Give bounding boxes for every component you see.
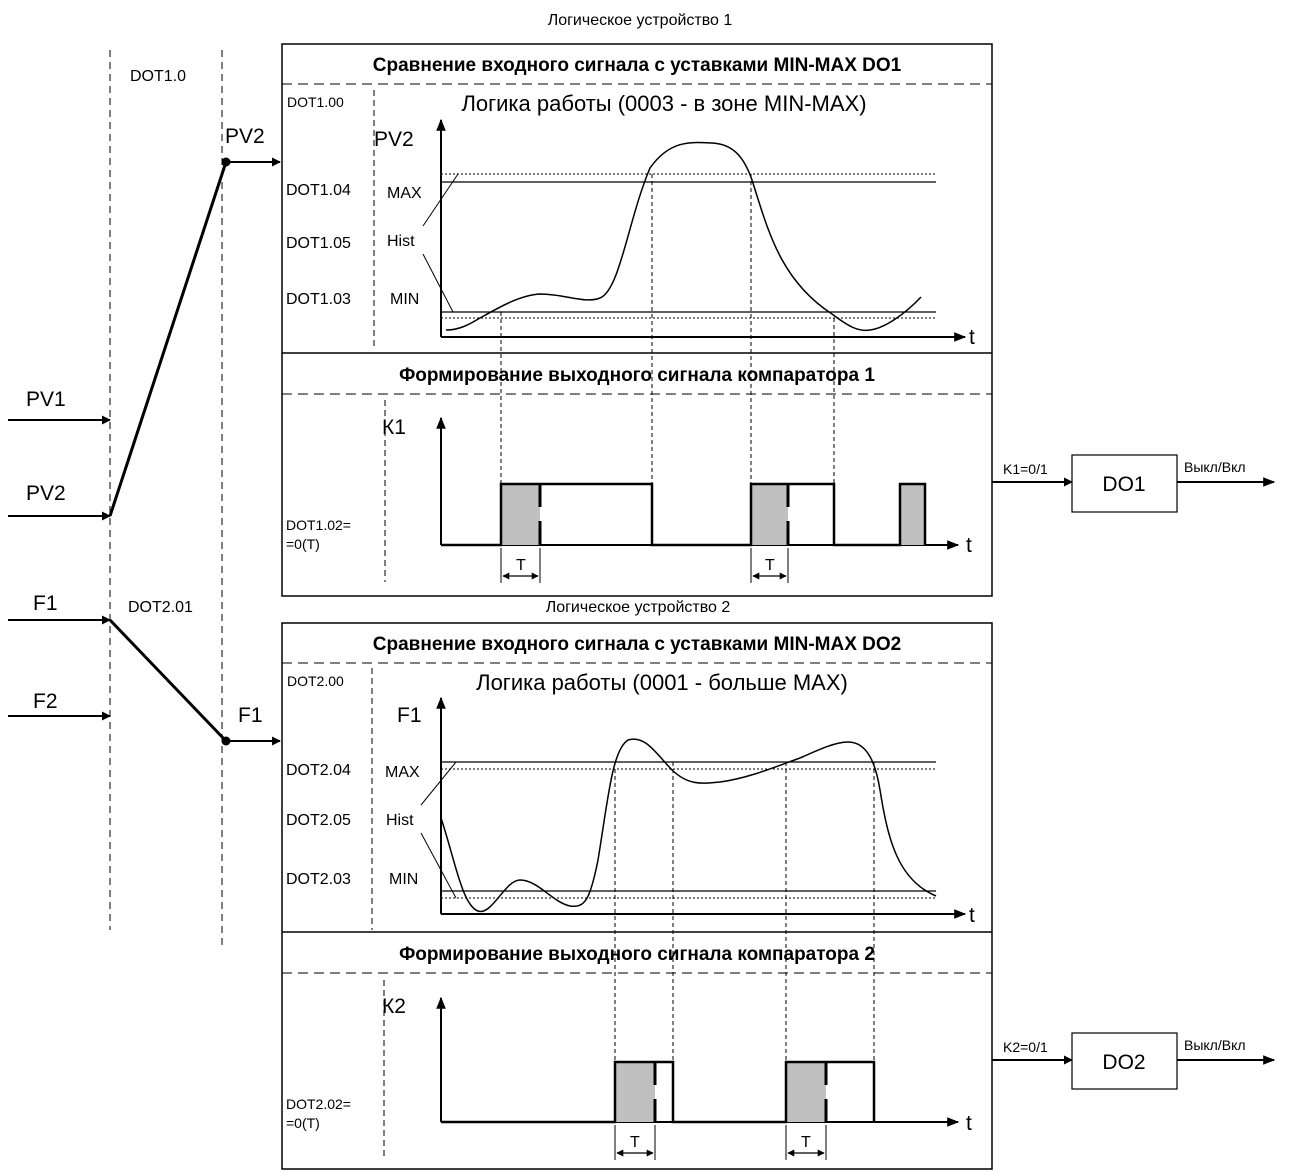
unit-2-frame bbox=[281, 622, 993, 1170]
unit-1-hist-param: DOT1.05 bbox=[286, 235, 351, 252]
unit-1-hist-pointer-min bbox=[422, 253, 454, 313]
unit-2-min-param: DOT2.03 bbox=[286, 871, 351, 888]
unit-1-do-block-label: DO1 bbox=[1102, 473, 1145, 496]
selector-2-output-label: F1 bbox=[238, 704, 263, 727]
unit-1-delay-param-line-2: =0(T) bbox=[286, 536, 320, 552]
unit-1-frame bbox=[281, 43, 993, 597]
unit-2-do-state-label: Выкл/Вкл bbox=[1184, 1037, 1246, 1053]
unit-2-hist-label: Hist bbox=[386, 812, 414, 829]
unit-2-hist-pointer-max bbox=[420, 761, 457, 806]
input-f1-label: F1 bbox=[33, 592, 58, 615]
unit-1-t-label-2: T bbox=[765, 557, 775, 574]
unit-2-k-x-axis-label: t bbox=[966, 1112, 972, 1135]
unit-1-k-axis-label: К1 bbox=[382, 416, 406, 439]
unit-2-min-label: MIN bbox=[389, 871, 418, 888]
unit-2-delay-param-line-2: =0(T) bbox=[286, 1115, 320, 1131]
logic-unit-1: Логическое устройство 1 Сравнение входно… bbox=[281, 12, 1276, 597]
unit-1-y-axis-label: PV2 bbox=[374, 128, 414, 151]
unit-1-hist-pointer-max bbox=[422, 173, 459, 227]
unit-1-min-param: DOT1.03 bbox=[286, 291, 351, 308]
unit-2-hist-param: DOT2.05 bbox=[286, 812, 351, 829]
unit-1-x-axis-label: t bbox=[969, 326, 975, 349]
unit-1-do-state-label: Выкл/Вкл bbox=[1184, 459, 1246, 475]
unit-2-title: Логическое устройство 2 bbox=[546, 599, 731, 616]
input-pv1-label: PV1 bbox=[26, 388, 66, 411]
unit-2-do-block-label: DO2 bbox=[1102, 1051, 1145, 1074]
unit-2-signal-curve bbox=[440, 738, 937, 913]
unit-1-hist-label: Hist bbox=[387, 233, 415, 250]
unit-2-do-block bbox=[1071, 1032, 1178, 1090]
unit-1-compare-header: Сравнение входного сигнала с уставками M… bbox=[373, 55, 902, 76]
unit-2-delay-param-line-1: DOT2.02= bbox=[286, 1096, 351, 1112]
unit-2-delay-fill-2 bbox=[786, 1062, 826, 1122]
unit-2-k-axis-label: К2 bbox=[382, 995, 406, 1018]
unit-1-max-label: MAX bbox=[387, 185, 422, 202]
unit-1-min-label: MIN bbox=[390, 291, 419, 308]
unit-2-max-param: DOT2.04 bbox=[286, 762, 351, 779]
unit-2-t-label-2: T bbox=[801, 1134, 811, 1151]
unit-1-k-x-axis-label: t bbox=[966, 534, 972, 557]
input-selector-section: DOT1.0 DOT2.01 PV1 PV2 F1 F2 PV2 F1 bbox=[8, 50, 281, 945]
unit-1-do-block bbox=[1071, 454, 1178, 513]
unit-2-logic-text: Логика работы (0001 - больше MAX) bbox=[476, 670, 848, 695]
unit-1-t-label-1: T bbox=[516, 557, 526, 574]
logic-unit-2: Логическое устройство 2 Сравнение входно… bbox=[281, 599, 1276, 1170]
unit-1-delay-fill-3 bbox=[900, 484, 925, 545]
unit-2-output-signal-label: K2=0/1 bbox=[1003, 1039, 1048, 1055]
unit-1-form-header: Формирование выходного сигнала компарато… bbox=[399, 365, 875, 386]
input-pv2-label: PV2 bbox=[26, 482, 66, 505]
unit-2-max-label: MAX bbox=[385, 764, 420, 781]
unit-2-compare-header: Сравнение входного сигнала с уставками M… bbox=[373, 634, 901, 655]
unit-2-output-pulse bbox=[441, 1060, 876, 1124]
unit-1-delay-param-line-1: DOT1.02= bbox=[286, 517, 351, 533]
unit-1-logic-param: DOT1.00 bbox=[287, 94, 344, 110]
selector-1-switch-line bbox=[108, 161, 228, 517]
unit-2-t-label-1: T bbox=[630, 1134, 640, 1151]
unit-1-signal-curve bbox=[445, 141, 922, 332]
unit-2-form-header: Формирование выходного сигнала компарато… bbox=[399, 944, 875, 965]
unit-2-y-axis-label: F1 bbox=[397, 704, 422, 727]
unit-1-delay-fill-1 bbox=[501, 484, 540, 545]
unit-2-hist-pointer-min bbox=[420, 832, 457, 899]
selector-1-output-label: PV2 bbox=[225, 125, 265, 148]
unit-2-x-axis-label: t bbox=[969, 904, 975, 927]
input-f2-label: F2 bbox=[33, 690, 58, 713]
unit-2-logic-param: DOT2.00 bbox=[287, 673, 344, 689]
selector-2-param: DOT2.01 bbox=[128, 599, 193, 616]
unit-1-max-param: DOT1.04 bbox=[286, 182, 351, 199]
unit-1-output-signal-label: K1=0/1 bbox=[1003, 461, 1048, 477]
selector-2-switch-line bbox=[108, 618, 228, 743]
unit-2-delay-fill-1 bbox=[615, 1062, 655, 1122]
unit-1-logic-text: Логика работы (0003 - в зоне MIN-MAX) bbox=[461, 91, 866, 116]
unit-1-title: Логическое устройство 1 bbox=[548, 12, 733, 29]
selector-1-param: DOT1.0 bbox=[130, 68, 186, 85]
unit-1-output-pulse bbox=[441, 482, 927, 547]
unit-1-delay-fill-2 bbox=[751, 484, 788, 545]
